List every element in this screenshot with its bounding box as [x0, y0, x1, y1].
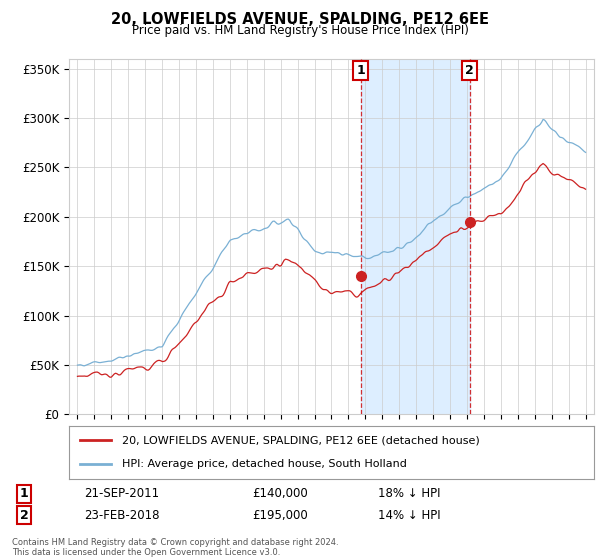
Text: £195,000: £195,000: [252, 508, 308, 522]
Text: £140,000: £140,000: [252, 487, 308, 501]
Bar: [361, 59, 470, 414]
Text: 1: 1: [20, 487, 28, 501]
Text: 14% ↓ HPI: 14% ↓ HPI: [378, 508, 440, 522]
Text: 2: 2: [20, 508, 28, 522]
Text: 20, LOWFIELDS AVENUE, SPALDING, PE12 6EE (detached house): 20, LOWFIELDS AVENUE, SPALDING, PE12 6EE…: [121, 436, 479, 446]
Text: 18% ↓ HPI: 18% ↓ HPI: [378, 487, 440, 501]
Text: 23-FEB-2018: 23-FEB-2018: [84, 508, 160, 522]
Text: 20, LOWFIELDS AVENUE, SPALDING, PE12 6EE: 20, LOWFIELDS AVENUE, SPALDING, PE12 6EE: [111, 12, 489, 27]
Text: 2: 2: [465, 64, 474, 77]
Text: 1: 1: [356, 64, 365, 77]
Text: 21-SEP-2011: 21-SEP-2011: [84, 487, 159, 501]
Text: HPI: Average price, detached house, South Holland: HPI: Average price, detached house, Sout…: [121, 459, 406, 469]
Text: Price paid vs. HM Land Registry's House Price Index (HPI): Price paid vs. HM Land Registry's House …: [131, 24, 469, 36]
Text: Contains HM Land Registry data © Crown copyright and database right 2024.
This d: Contains HM Land Registry data © Crown c…: [12, 538, 338, 557]
